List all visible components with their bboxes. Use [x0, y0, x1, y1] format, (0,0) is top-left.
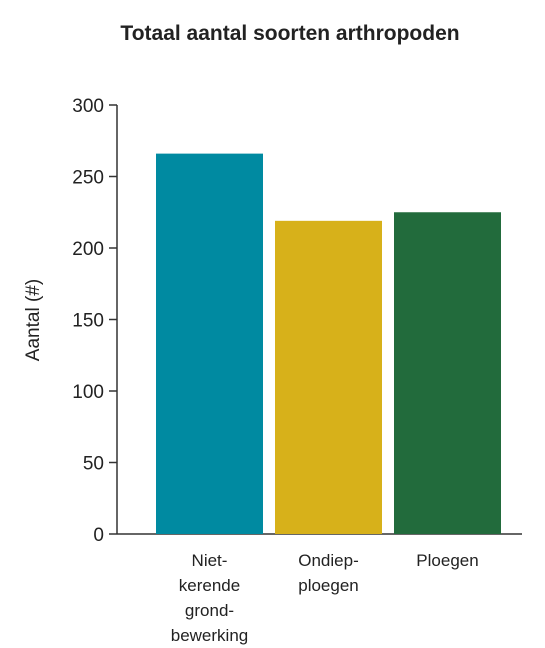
bar	[275, 220, 382, 534]
x-category-label-line: grond-	[185, 601, 234, 620]
y-axis-ticks: 0 50 100 150 200 250 300	[72, 96, 117, 546]
x-category-label: Ondiep-ploegen	[298, 551, 359, 595]
y-tick-label: 300	[72, 96, 104, 117]
y-tick-label: 0	[93, 525, 104, 546]
x-category-label-line: bewerking	[171, 626, 249, 645]
x-category-label-line: Ondiep-	[298, 551, 358, 570]
x-category-label-line: Niet-	[192, 551, 228, 570]
bars	[156, 153, 501, 534]
x-axis-category-labels: Niet-kerende grond-bewerking Ondiep-ploege…	[171, 551, 479, 645]
x-category-label-line: ploegen	[298, 576, 359, 595]
y-tick-label: 50	[83, 454, 104, 475]
x-category-label: Ploegen	[416, 551, 478, 570]
y-axis-label: Aantal (#)	[23, 279, 44, 361]
bar	[394, 212, 501, 534]
y-tick-label: 100	[72, 382, 104, 403]
y-tick-label: 200	[72, 239, 104, 260]
y-tick-label: 150	[72, 311, 104, 332]
bar	[156, 153, 263, 534]
y-tick-label: 250	[72, 168, 104, 189]
x-category-label: Niet-kerende grond-bewerking	[171, 551, 249, 645]
x-category-label-line: Ploegen	[416, 551, 478, 570]
chart-title: Totaal aantal soorten arthropoden	[120, 22, 459, 45]
x-category-label-line: kerende	[179, 576, 240, 595]
